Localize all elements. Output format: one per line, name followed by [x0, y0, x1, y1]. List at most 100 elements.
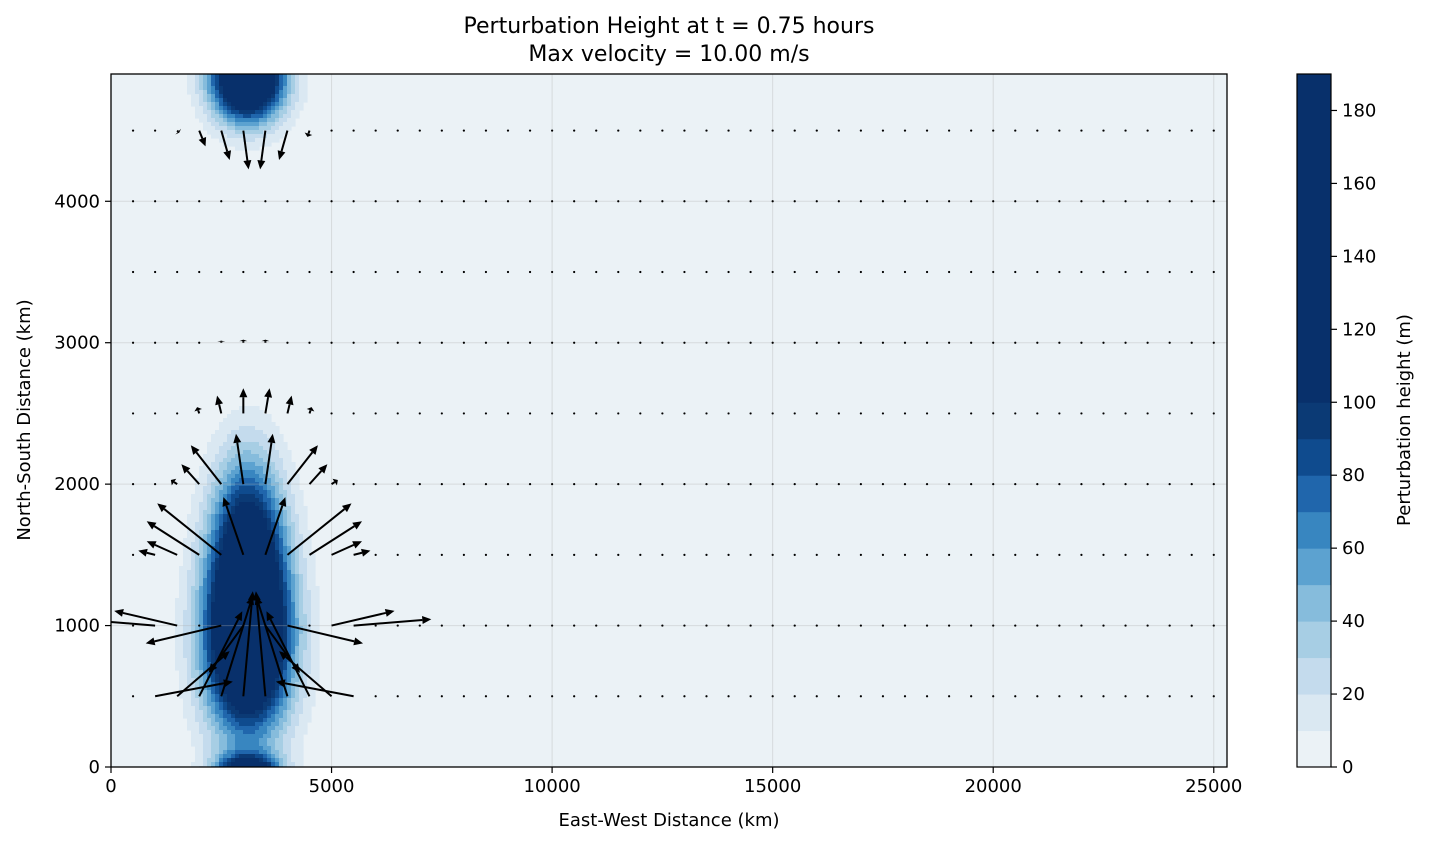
contour-cell — [283, 658, 288, 663]
contour-cell — [175, 630, 184, 635]
contour-cell — [271, 106, 276, 111]
quiver-dot — [948, 341, 951, 344]
contour-cell — [303, 630, 308, 635]
contour-cell — [203, 582, 208, 587]
quiver-dot — [815, 483, 818, 486]
contour-cell — [259, 106, 264, 111]
contour-cell — [223, 106, 228, 111]
quiver-dot — [771, 341, 774, 344]
contour-cell — [215, 574, 280, 579]
contour-cell — [207, 522, 212, 527]
quiver-arrow — [261, 339, 270, 343]
quiver-dot — [1036, 270, 1039, 274]
contour-cell — [191, 542, 200, 547]
quiver-dot — [1146, 341, 1149, 344]
contour-cell — [207, 82, 212, 87]
contour-cell — [283, 726, 288, 731]
quiver-arrow — [233, 433, 245, 485]
contour-cell — [191, 502, 200, 507]
quiver-dot — [286, 341, 289, 344]
contour-cell — [231, 722, 240, 727]
contour-cell — [227, 134, 268, 139]
contour-cell — [219, 490, 228, 495]
quiver-dot — [705, 483, 708, 486]
contour-cell — [207, 678, 212, 683]
contour-cell — [295, 686, 300, 691]
contour-cell — [295, 102, 304, 107]
contour-cell — [187, 586, 192, 591]
quiver-dot — [440, 200, 443, 203]
contour-cell — [211, 754, 216, 759]
quiver-dot — [1124, 624, 1127, 627]
contour-cell — [287, 578, 292, 583]
contour-cell — [207, 726, 216, 731]
contour-cell — [211, 574, 216, 579]
contour-cell — [235, 738, 260, 743]
contour-cell — [227, 450, 244, 455]
contour-cell — [207, 446, 220, 451]
colorbar-tick-label: 80 — [1342, 465, 1365, 486]
contour-cell — [211, 674, 216, 679]
contour-cell — [291, 754, 304, 759]
contour-cell — [303, 582, 308, 587]
contour-cell — [199, 586, 204, 591]
contour-cell — [303, 666, 312, 671]
quiver-dot — [506, 200, 510, 203]
contour-cell — [239, 754, 256, 759]
contour-cell — [211, 750, 220, 755]
contour-cell — [263, 486, 268, 491]
contour-cell — [219, 98, 224, 103]
contour-cell — [295, 726, 308, 731]
contour-cell — [287, 642, 292, 647]
quiver-dot — [992, 695, 995, 698]
y-tick-label: 4000 — [54, 191, 100, 212]
contour-cell — [223, 418, 272, 423]
quiver-dot — [528, 695, 532, 698]
contour-cell — [227, 118, 236, 123]
contour-cell — [215, 430, 232, 435]
contour-cell — [275, 442, 288, 447]
contour-cell — [299, 718, 312, 723]
quiver-dot — [1190, 553, 1193, 556]
quiver-arrow — [220, 130, 232, 160]
contour-cell — [291, 650, 296, 655]
contour-cell — [291, 622, 296, 627]
contour-cell — [283, 566, 288, 571]
contour-cell — [211, 562, 216, 567]
contour-cell — [207, 566, 212, 571]
quiver-dot — [639, 553, 642, 556]
contour-cell — [295, 590, 300, 595]
quiver-dot — [264, 270, 267, 274]
contour-cell — [215, 666, 280, 671]
quiver-dot — [1036, 412, 1039, 415]
contour-cell — [227, 438, 272, 443]
contour-cell — [275, 122, 284, 127]
contour-cell — [183, 562, 192, 567]
contour-cell — [271, 762, 276, 767]
contour-cell — [199, 546, 204, 551]
contour-cell — [271, 714, 276, 719]
colorbar-tick-label: 180 — [1342, 100, 1376, 121]
contour-cell — [207, 694, 212, 699]
contour-cell — [207, 634, 212, 639]
contour-cell — [215, 566, 220, 571]
contour-cell — [223, 546, 276, 551]
contour-cell — [223, 506, 228, 511]
contour-cell — [195, 482, 208, 487]
contour-cell — [283, 662, 288, 667]
colorbar-band — [1297, 74, 1331, 403]
contour-cell — [279, 498, 284, 503]
quiver-dot — [330, 270, 333, 274]
contour-cell — [207, 562, 212, 567]
contour-cell — [211, 670, 216, 675]
contour-cell — [207, 598, 212, 603]
contour-cell — [215, 726, 220, 731]
contour-cell — [231, 762, 268, 767]
contour-cell — [231, 102, 264, 107]
quiver-dot — [1080, 341, 1083, 344]
contour-cell — [183, 558, 192, 563]
contour-cell — [219, 746, 228, 751]
quiver-dot — [903, 553, 907, 556]
contour-cell — [243, 730, 256, 735]
